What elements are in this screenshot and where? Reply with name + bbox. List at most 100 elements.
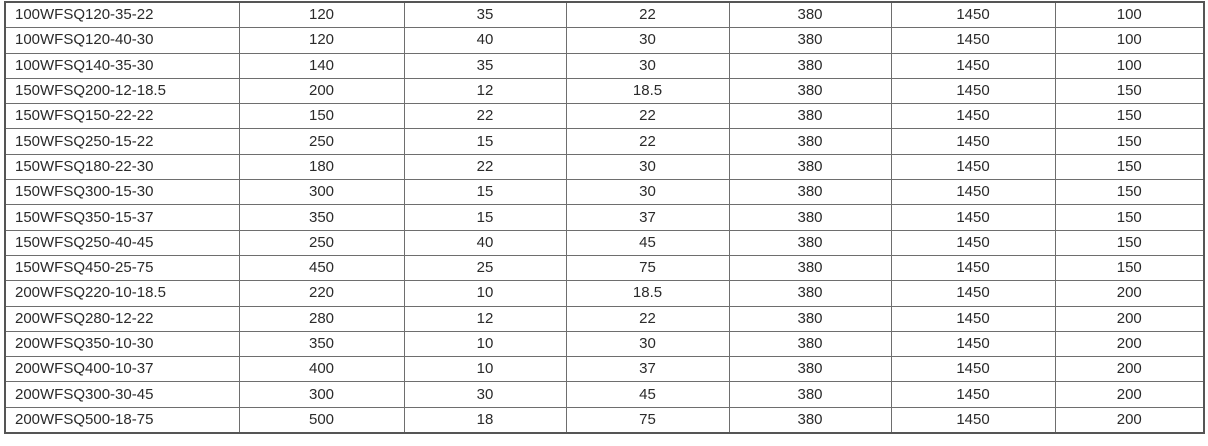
value-cell: 45 — [565, 381, 730, 408]
value-cell: 18 — [403, 406, 567, 434]
value-cell: 150 — [1054, 204, 1205, 231]
value-cell: 10 — [403, 356, 567, 383]
model-cell: 200WFSQ300-30-45 — [4, 381, 240, 408]
table-row: 150WFSQ250-40-45 250 40 45 380 1450 150 — [4, 229, 1205, 256]
value-cell: 30 — [403, 381, 567, 408]
value-cell: 200 — [1054, 381, 1205, 408]
value-cell: 10 — [403, 330, 567, 358]
value-cell: 22 — [565, 305, 730, 332]
value-cell: 350 — [238, 330, 405, 358]
value-cell: 120 — [238, 1, 405, 29]
value-cell: 200 — [1054, 356, 1205, 383]
model-cell: 200WFSQ400-10-37 — [4, 356, 240, 383]
model-cell: 150WFSQ350-15-37 — [4, 204, 240, 231]
value-cell: 150 — [1054, 153, 1205, 181]
table-row: 200WFSQ280-12-22 280 12 22 380 1450 200 — [4, 305, 1205, 332]
value-cell: 1450 — [890, 229, 1056, 256]
value-cell: 400 — [238, 356, 405, 383]
value-cell: 22 — [403, 153, 567, 181]
model-cell: 150WFSQ200-12-18.5 — [4, 77, 240, 105]
value-cell: 40 — [403, 229, 567, 256]
table-row: 200WFSQ300-30-45 300 30 45 380 1450 200 — [4, 381, 1205, 408]
table-row: 150WFSQ300-15-30 300 15 30 380 1450 150 — [4, 179, 1205, 206]
table-row: 200WFSQ400-10-37 400 10 37 380 1450 200 — [4, 356, 1205, 383]
value-cell: 1450 — [890, 204, 1056, 231]
model-cell: 100WFSQ120-35-22 — [4, 1, 240, 29]
value-cell: 30 — [565, 27, 730, 54]
value-cell: 37 — [565, 204, 730, 231]
value-cell: 15 — [403, 204, 567, 231]
value-cell: 22 — [403, 103, 567, 130]
model-cell: 100WFSQ120-40-30 — [4, 27, 240, 54]
value-cell: 500 — [238, 406, 405, 434]
value-cell: 100 — [1054, 1, 1205, 29]
model-cell: 150WFSQ180-22-30 — [4, 153, 240, 181]
value-cell: 150 — [1054, 179, 1205, 206]
table-row: 150WFSQ180-22-30 180 22 30 380 1450 150 — [4, 153, 1205, 181]
value-cell: 1450 — [890, 381, 1056, 408]
value-cell: 30 — [565, 179, 730, 206]
value-cell: 380 — [728, 27, 892, 54]
value-cell: 1450 — [890, 1, 1056, 29]
value-cell: 380 — [728, 406, 892, 434]
value-cell: 15 — [403, 128, 567, 155]
model-cell: 150WFSQ150-22-22 — [4, 103, 240, 130]
value-cell: 450 — [238, 254, 405, 282]
value-cell: 1450 — [890, 77, 1056, 105]
table-row: 150WFSQ150-22-22 150 22 22 380 1450 150 — [4, 103, 1205, 130]
value-cell: 350 — [238, 204, 405, 231]
value-cell: 150 — [238, 103, 405, 130]
model-cell: 150WFSQ250-40-45 — [4, 229, 240, 256]
value-cell: 250 — [238, 229, 405, 256]
value-cell: 30 — [565, 153, 730, 181]
value-cell: 380 — [728, 229, 892, 256]
model-cell: 200WFSQ280-12-22 — [4, 305, 240, 332]
value-cell: 1450 — [890, 179, 1056, 206]
value-cell: 300 — [238, 381, 405, 408]
table-row: 150WFSQ200-12-18.5 200 12 18.5 380 1450 150 — [4, 77, 1205, 105]
value-cell: 150 — [1054, 128, 1205, 155]
value-cell: 380 — [728, 128, 892, 155]
model-cell: 150WFSQ450-25-75 — [4, 254, 240, 282]
table-row: 100WFSQ140-35-30 140 35 30 380 1450 100 — [4, 52, 1205, 79]
value-cell: 35 — [403, 52, 567, 79]
value-cell: 380 — [728, 1, 892, 29]
value-cell: 1450 — [890, 27, 1056, 54]
value-cell: 250 — [238, 128, 405, 155]
model-cell: 200WFSQ350-10-30 — [4, 330, 240, 358]
value-cell: 380 — [728, 280, 892, 307]
value-cell: 150 — [1054, 254, 1205, 282]
table-row: 200WFSQ500-18-75 500 18 75 380 1450 200 — [4, 406, 1205, 434]
value-cell: 22 — [565, 103, 730, 130]
pump-spec-table: 100WFSQ120-35-22 120 35 22 380 1450 100 100WFSQ… — [4, 1, 1205, 435]
value-cell: 300 — [238, 179, 405, 206]
value-cell: 100 — [1054, 27, 1205, 54]
value-cell: 380 — [728, 77, 892, 105]
model-cell: 150WFSQ250-15-22 — [4, 128, 240, 155]
value-cell: 12 — [403, 77, 567, 105]
value-cell: 200 — [1054, 305, 1205, 332]
value-cell: 380 — [728, 204, 892, 231]
value-cell: 280 — [238, 305, 405, 332]
value-cell: 380 — [728, 330, 892, 358]
value-cell: 380 — [728, 356, 892, 383]
value-cell: 45 — [565, 229, 730, 256]
value-cell: 380 — [728, 153, 892, 181]
value-cell: 12 — [403, 305, 567, 332]
value-cell: 150 — [1054, 103, 1205, 130]
value-cell: 200 — [1054, 280, 1205, 307]
value-cell: 380 — [728, 103, 892, 130]
value-cell: 37 — [565, 356, 730, 383]
value-cell: 30 — [565, 52, 730, 79]
table-row: 150WFSQ450-25-75 450 25 75 380 1450 150 — [4, 254, 1205, 282]
model-cell: 200WFSQ500-18-75 — [4, 406, 240, 434]
value-cell: 1450 — [890, 280, 1056, 307]
value-cell: 380 — [728, 254, 892, 282]
value-cell: 200 — [1054, 406, 1205, 434]
value-cell: 1450 — [890, 103, 1056, 130]
value-cell: 1450 — [890, 406, 1056, 434]
value-cell: 75 — [565, 406, 730, 434]
value-cell: 1450 — [890, 330, 1056, 358]
value-cell: 1450 — [890, 128, 1056, 155]
value-cell: 75 — [565, 254, 730, 282]
